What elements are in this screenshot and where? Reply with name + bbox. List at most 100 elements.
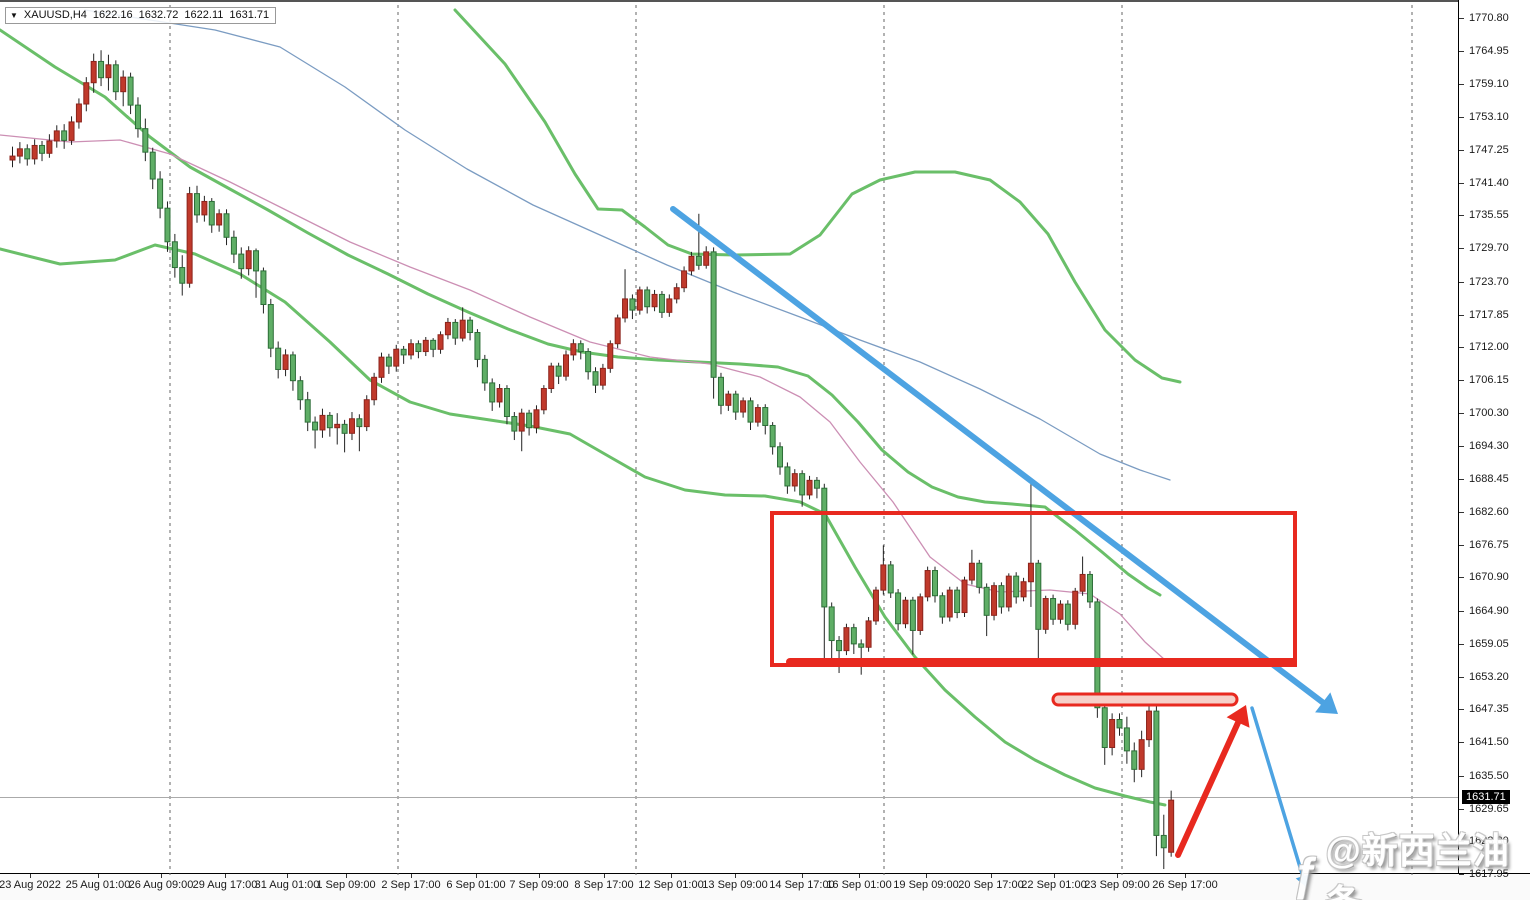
ma-slow-line <box>84 9 1171 481</box>
price-plot <box>0 5 1458 887</box>
price-axis-tick <box>1459 775 1464 777</box>
price-axis-tick <box>1459 182 1464 184</box>
time-axis-label: 23 Aug 2022 <box>0 879 61 891</box>
price-axis-label: 1670.90 <box>1469 571 1509 584</box>
time-axis-label: 2 Sep 17:00 <box>381 879 441 891</box>
quote-open: 1622.16 <box>92 9 133 21</box>
price-axis-label: 1747.25 <box>1469 143 1509 156</box>
time-axis-label: 29 Aug 17:00 <box>192 879 258 891</box>
time-axis-tick <box>1054 874 1055 878</box>
time-axis-tick <box>411 874 412 878</box>
time-axis-label: 6 Sep 01:00 <box>446 879 506 891</box>
price-axis-tick <box>1459 544 1464 546</box>
price-axis-label: 1623.80 <box>1469 835 1509 848</box>
price-axis-tick <box>1459 18 1464 19</box>
period-separators <box>169 5 1413 875</box>
price-axis-tick <box>1459 808 1464 810</box>
quote-high: 1632.72 <box>138 9 179 21</box>
time-axis-label: 14 Sep 17:00 <box>769 879 835 891</box>
time-axis-tick <box>802 874 803 878</box>
time-axis-label: 26 Sep 17:00 <box>1152 879 1218 891</box>
price-axis-label: 1694.30 <box>1469 440 1509 453</box>
price-axis-label: 1676.75 <box>1469 538 1509 551</box>
price-axis-label: 1647.35 <box>1469 703 1509 716</box>
price-axis-label: 1664.90 <box>1469 605 1509 618</box>
trendline-arrow-blue[interactable] <box>670 206 1338 714</box>
time-axis-label: 16 Sep 01:00 <box>826 879 892 891</box>
price-axis[interactable]: 1770.80 1764.95 1759.10 1753.10 1747.25 1741.… <box>1458 0 1530 880</box>
time-axis-label: 20 Sep 17:00 <box>958 879 1024 891</box>
price-axis-tick <box>1459 874 1464 876</box>
price-axis-label: 1629.65 <box>1469 802 1509 815</box>
time-axis-label: 7 Sep 09:00 <box>509 879 569 891</box>
price-axis-tick <box>1459 314 1464 316</box>
time-axis-tick <box>604 874 605 878</box>
time-axis-label: 26 Aug 09:00 <box>128 879 194 891</box>
price-axis-tick <box>1459 347 1464 349</box>
price-axis-label: 1770.80 <box>1469 12 1509 24</box>
quote-close: 1631.71 <box>229 9 270 21</box>
price-axis-tick <box>1459 248 1464 250</box>
price-axis-label: 1635.50 <box>1469 769 1509 782</box>
price-axis-tick <box>1459 281 1464 283</box>
price-axis-label: 1759.10 <box>1469 77 1509 90</box>
price-axis-tick <box>1459 479 1464 481</box>
price-axis-label: 1706.15 <box>1469 374 1509 387</box>
current-price-tag: 1631.71 <box>1462 789 1510 804</box>
price-axis-label: 1764.95 <box>1469 44 1509 57</box>
price-axis-label: 1688.45 <box>1469 473 1509 486</box>
price-axis-label: 1659.05 <box>1469 637 1509 650</box>
time-axis-tick <box>98 874 99 878</box>
price-axis-label: 1741.40 <box>1469 176 1509 189</box>
price-axis-label: 1717.85 <box>1469 308 1509 321</box>
time-axis-tick <box>735 874 736 878</box>
price-axis-tick <box>1459 742 1464 744</box>
time-axis-label: 1 Sep 09:00 <box>316 879 376 891</box>
price-axis-label: 1753.10 <box>1469 111 1509 124</box>
time-axis-label: 12 Sep 01:00 <box>638 879 704 891</box>
time-axis-tick <box>926 874 927 878</box>
price-axis-tick <box>1459 50 1464 52</box>
price-axis-tick <box>1459 83 1464 85</box>
price-axis-label: 1735.55 <box>1469 209 1509 222</box>
bollinger-middle-band <box>0 28 1162 597</box>
price-axis-tick <box>1459 577 1464 579</box>
time-axis-tick <box>1185 874 1186 878</box>
time-axis-tick <box>225 874 226 878</box>
symbol-quote-box[interactable]: ▼ XAUUSD,H4 1622.16 1632.72 1622.11 1631… <box>5 7 277 24</box>
price-axis-label: 1700.30 <box>1469 406 1509 419</box>
ma-fast-line <box>0 134 1166 661</box>
price-axis-label: 1682.60 <box>1469 505 1509 518</box>
candles-layer <box>9 50 1175 870</box>
price-axis-tick <box>1459 215 1464 217</box>
price-axis-label: 1617.95 <box>1469 868 1509 881</box>
price-axis-tick <box>1459 149 1464 151</box>
time-axis-tick <box>671 874 672 878</box>
price-axis-tick <box>1459 611 1464 613</box>
continuation-arrow-blue[interactable] <box>1250 706 1310 887</box>
price-axis-tick <box>1459 412 1464 414</box>
breakdown-level-pill[interactable] <box>1051 692 1239 707</box>
time-axis[interactable]: 23 Aug 2022 25 Aug 01:00 26 Aug 09:00 29 Au… <box>0 873 1530 900</box>
price-axis-tick <box>1459 117 1464 119</box>
time-axis-label: 13 Sep 09:00 <box>702 879 768 891</box>
time-axis-tick <box>30 874 31 878</box>
time-axis-tick <box>1117 874 1118 878</box>
resistance-zone-rect[interactable] <box>770 511 1297 667</box>
time-axis-label: 22 Sep 01:00 <box>1021 879 1087 891</box>
bounce-arrow-red[interactable] <box>1175 705 1250 858</box>
chevron-down-icon[interactable]: ▼ <box>10 10 18 20</box>
bollinger-upper-band <box>453 8 1182 384</box>
time-axis-tick <box>991 874 992 878</box>
quote-symbol: XAUUSD,H4 <box>23 9 87 21</box>
price-axis-label: 1723.70 <box>1469 275 1509 288</box>
time-axis-label: 8 Sep 17:00 <box>574 879 634 891</box>
time-axis-label: 19 Sep 09:00 <box>893 879 959 891</box>
price-axis-tick <box>1459 380 1464 382</box>
price-axis-label: 1729.70 <box>1469 242 1509 255</box>
price-axis-tick <box>1459 709 1464 711</box>
time-axis-tick <box>287 874 288 878</box>
chart-canvas[interactable]: ▼ XAUUSD,H4 1622.16 1632.72 1622.11 1631… <box>0 0 1458 887</box>
time-axis-label: 23 Sep 09:00 <box>1084 879 1150 891</box>
